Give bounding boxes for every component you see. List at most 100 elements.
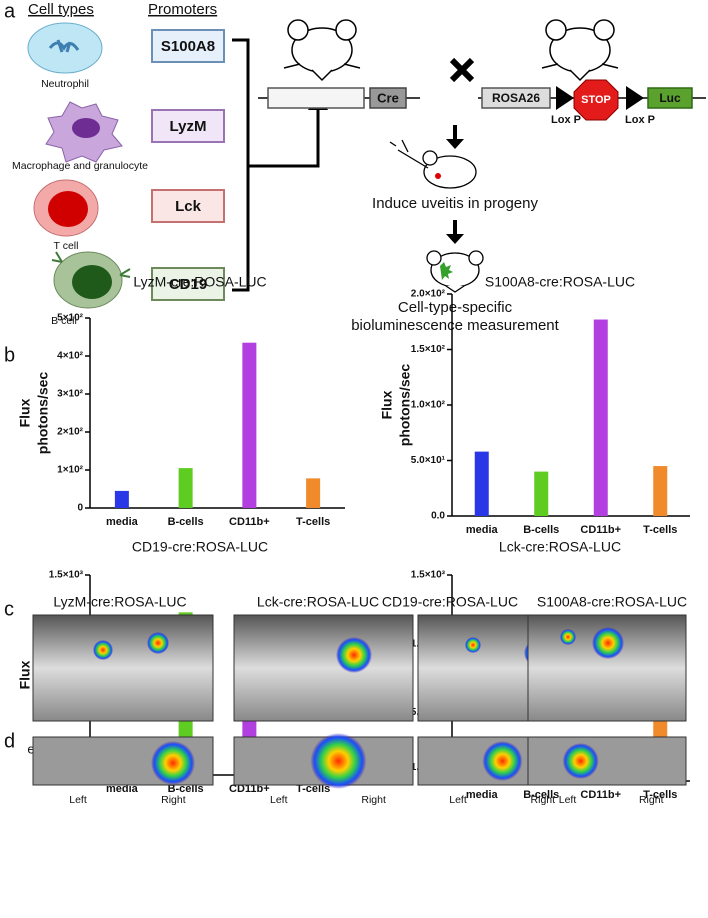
cre-box	[369, 87, 407, 109]
bar	[534, 471, 549, 516]
eye-signal	[482, 741, 523, 781]
chart-title: LyzM-cre:ROSA-LUC	[133, 274, 266, 290]
bracket-arrow	[232, 38, 320, 292]
mouse-image	[233, 614, 414, 722]
eye-left-label: Left	[449, 794, 467, 806]
imaged-mouse	[426, 250, 484, 293]
promoter-box	[151, 267, 225, 301]
y-tick-label: 0.0	[431, 511, 445, 522]
stop-sign	[573, 79, 619, 121]
x-tick-label: CD11b+	[580, 789, 621, 801]
header: Promoters	[148, 1, 217, 18]
y-axis-label: photons/sec	[35, 372, 51, 455]
panel-label: b	[4, 344, 15, 366]
down-arrow	[446, 125, 464, 149]
signal-spot	[465, 637, 481, 653]
y-tick-label: 4×10²	[57, 351, 84, 362]
y-axis-label: Flux	[379, 390, 395, 419]
stop-label: STOP	[581, 94, 611, 106]
luc-box	[647, 87, 693, 109]
cell-name: T cell	[54, 240, 79, 252]
eye-left-label: Left	[559, 794, 577, 806]
bar	[653, 466, 668, 516]
lox-label: Lox P	[625, 114, 655, 126]
tcell-nucleus	[48, 191, 88, 227]
bar	[306, 478, 321, 508]
promoter-box	[151, 29, 225, 63]
bar	[593, 319, 608, 516]
eye-marker	[435, 173, 441, 179]
bar	[242, 342, 257, 508]
y-tick-label: 2×10²	[57, 427, 84, 438]
x-tick-label: media	[466, 789, 499, 801]
macrophage-nucleus	[72, 118, 100, 138]
bcell-receptors	[51, 251, 131, 278]
promoter: CD19	[169, 276, 207, 293]
x-tick-label: T-cells	[296, 783, 330, 795]
x-tick-label: T-cells	[643, 789, 677, 801]
y-axis-label: photons/sec	[397, 364, 413, 447]
mouse	[541, 19, 619, 82]
signal-spot	[147, 632, 169, 654]
bar	[178, 468, 193, 508]
promoter-box	[151, 189, 225, 223]
cell-name: B cell	[51, 315, 77, 327]
eye-left-label: Left	[69, 794, 87, 806]
promoter-box	[151, 109, 225, 143]
promoter-slot	[267, 87, 365, 109]
y-tick-label: 5×10²	[57, 313, 84, 324]
panel-label: d	[4, 730, 15, 752]
eye-right-label: Right	[161, 794, 186, 806]
promoter: LyzM	[170, 118, 207, 135]
x-tick-label: T-cells	[296, 516, 330, 528]
injected-mouse	[389, 139, 477, 189]
promoter: S100A8	[161, 38, 215, 55]
x-tick-label: CD11b+	[229, 783, 270, 795]
eye-signal	[562, 743, 599, 779]
chart-title: Lck-cre:ROSA-LUC	[499, 539, 621, 555]
image-title: Lck-cre:ROSA-LUC	[257, 594, 379, 610]
image-title: LyzM-cre:ROSA-LUC	[53, 594, 186, 610]
rosa-label: ROSA26	[492, 91, 540, 105]
y-tick-label: 0	[77, 503, 83, 514]
cre-label: Cre	[377, 90, 399, 105]
bcell-nucleus	[72, 265, 112, 299]
panel-label: a	[4, 0, 16, 22]
lox-label: Lox P	[551, 114, 581, 126]
y-axis-label: Flux	[17, 660, 33, 689]
eye-right-label: Right	[531, 794, 556, 806]
eye-signal	[151, 741, 195, 785]
promoter: Lck	[175, 198, 202, 215]
bar	[114, 490, 129, 508]
x-tick-label: B-cells	[168, 783, 204, 795]
step-label: Induce uveitis in progeny	[372, 195, 538, 212]
cell-name: Neutrophil	[41, 78, 89, 90]
chart-title: S100A8-cre:ROSA-LUC	[485, 274, 635, 290]
y-tick-label: 2.0×10²	[411, 289, 446, 300]
panel-label: c	[4, 598, 14, 620]
signal-spot	[336, 637, 372, 673]
x-tick-label: B-cells	[523, 789, 559, 801]
neutrophil-nucleus	[48, 39, 80, 53]
x-tick-label: media	[106, 783, 139, 795]
diagram: a Cell types Promoters Neutrophil Macrop…	[4, 0, 706, 334]
x-tick-label: media	[466, 524, 499, 536]
step-label: bioluminescence measurement	[351, 317, 559, 334]
y-tick-label: 1.5×10³	[411, 570, 446, 581]
mouse-image	[32, 614, 214, 722]
luc-label: Luc	[659, 91, 681, 105]
header: Cell types	[28, 1, 94, 18]
x-tick-label: media	[106, 516, 139, 528]
x-tick-label: T-cells	[643, 524, 677, 536]
y-axis-label: Flux	[17, 398, 33, 427]
eye-image	[527, 736, 687, 786]
y-tick-label: 1.0×10²	[411, 400, 446, 411]
y-tick-label: 5.0×10¹	[411, 455, 446, 466]
eye-left-label: Left	[270, 794, 288, 806]
image-title: CD19-cre:ROSA-LUC	[382, 594, 518, 610]
bar	[474, 451, 489, 516]
signal-spot	[560, 629, 576, 645]
y-tick-label: 1×10²	[57, 465, 84, 476]
